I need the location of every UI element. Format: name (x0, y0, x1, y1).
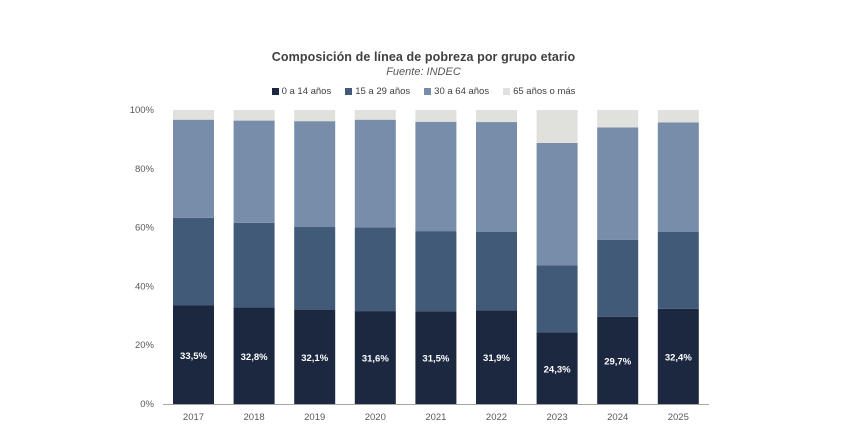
x-tick-label: 2017 (183, 412, 204, 423)
bar-segment (173, 119, 214, 218)
bar-segment (233, 110, 275, 121)
data-label: 31,9% (483, 353, 510, 364)
data-label: 32,4% (665, 352, 692, 363)
legend-item-0-14: 0 a 14 años (271, 86, 332, 97)
data-label: 31,5% (422, 354, 449, 365)
bar-segment (536, 110, 578, 143)
bar-segment (415, 110, 457, 122)
x-tick-label: 2022 (486, 412, 507, 423)
y-tick-label: 100% (130, 105, 155, 116)
y-tick-label: 0% (140, 399, 154, 410)
y-tick-label: 40% (135, 281, 155, 292)
bar-segment (294, 110, 336, 122)
bar-segment (476, 310, 517, 404)
legend-label: 65 años o más (513, 86, 576, 97)
data-label: 32,1% (301, 353, 328, 364)
legend-item-15-29: 15 a 29 años (345, 86, 410, 97)
bar-segment (354, 311, 396, 404)
data-label: 29,7% (604, 356, 631, 367)
bar-segment (294, 227, 336, 310)
chart-title: Composición de línea de pobreza por grup… (271, 50, 576, 64)
bar-segment (657, 232, 699, 309)
y-axis: 0% 20% 40% 60% 80% 100% (130, 105, 155, 410)
legend-swatch (271, 88, 279, 95)
data-label: 24,3% (544, 364, 571, 375)
bar-segment (354, 110, 396, 120)
bar-segment (233, 120, 275, 223)
bar-segment (173, 110, 214, 120)
x-tick-label: 2021 (425, 412, 446, 423)
bar-segment (657, 308, 699, 404)
bar-segment (597, 127, 639, 240)
x-tick-label: 2018 (244, 412, 265, 423)
legend-swatch (345, 88, 353, 95)
bar-segment (173, 217, 214, 306)
bar-segment (597, 110, 639, 128)
bar-segment (415, 121, 457, 232)
legend-label: 30 a 64 años (434, 86, 490, 97)
bar-segment (354, 119, 396, 228)
bars (173, 110, 699, 404)
legend-label: 0 a 14 años (281, 86, 332, 97)
legend-swatch (503, 88, 511, 95)
bar-segment (173, 305, 214, 404)
bar-segment (415, 231, 457, 312)
x-tick-label: 2023 (547, 412, 568, 423)
bar-segment (476, 232, 517, 311)
legend-item-30-64: 30 a 64 años (424, 86, 489, 97)
bar-segment (536, 332, 578, 404)
bar-segment (597, 316, 639, 404)
bar-segment (294, 121, 336, 228)
bar-segment (233, 222, 275, 308)
bar-segment (476, 122, 517, 233)
bar-segment (354, 227, 396, 312)
y-tick-label: 80% (135, 164, 155, 175)
legend-label: 15 a 29 años (355, 86, 411, 97)
bar-segment (657, 122, 699, 233)
data-label: 32,8% (241, 352, 268, 363)
bar-segment (657, 110, 699, 123)
x-tick-label: 2020 (365, 412, 386, 423)
bar-segment (294, 309, 336, 404)
x-tick-label: 2024 (607, 412, 628, 423)
x-axis: 2017 2018 2019 2020 2021 2022 2023 2024 2025 (183, 412, 689, 423)
legend: 0 a 14 años 15 a 29 años 30 a 64 años 65… (0, 86, 847, 97)
legend-item-65-plus: 65 años o más (503, 86, 575, 97)
data-labels: 33,5% 32,8% 32,1% 31,6% 31,5% 31,9% 24,3% 29,7%… (180, 351, 692, 376)
bar-segment (415, 311, 457, 404)
legend-swatch (424, 88, 432, 95)
bar-segment (536, 265, 578, 333)
bar-segment (233, 307, 275, 404)
data-label: 31,6% (362, 354, 389, 365)
y-tick-label: 60% (135, 223, 155, 234)
bar-segment (476, 110, 517, 123)
y-tick-label: 20% (135, 340, 155, 351)
x-tick-label: 2019 (304, 412, 325, 423)
chart-subtitle: Fuente: INDEC (386, 66, 461, 78)
x-tick-label: 2025 (668, 412, 689, 423)
bar-segment (536, 142, 578, 266)
data-label: 33,5% (180, 351, 207, 362)
bar-segment (597, 239, 639, 317)
